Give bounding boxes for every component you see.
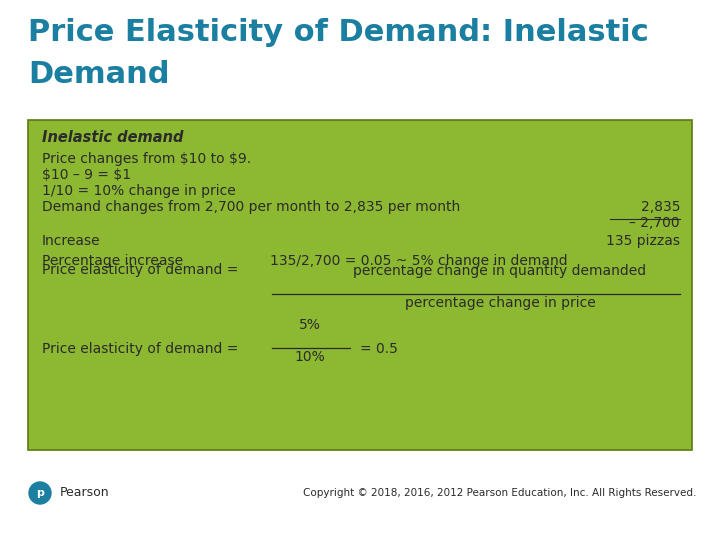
- Text: Copyright © 2018, 2016, 2012 Pearson Education, Inc. All Rights Reserved.: Copyright © 2018, 2016, 2012 Pearson Edu…: [302, 488, 696, 498]
- Text: 5%: 5%: [299, 318, 321, 332]
- Text: 135 pizzas: 135 pizzas: [606, 234, 680, 248]
- Text: Price changes from \$10 to \$9.: Price changes from \$10 to \$9.: [42, 152, 251, 166]
- Text: Pearson: Pearson: [60, 487, 109, 500]
- Text: 10%: 10%: [294, 350, 325, 364]
- Text: Price Elasticity of Demand: Inelastic: Price Elasticity of Demand: Inelastic: [28, 18, 649, 47]
- Text: Percentage increase: Percentage increase: [42, 254, 183, 268]
- Circle shape: [29, 482, 51, 504]
- Text: p: p: [36, 488, 44, 498]
- Text: Price elasticity of demand =: Price elasticity of demand =: [42, 342, 243, 356]
- Text: percentage change in price: percentage change in price: [405, 296, 595, 310]
- Text: \$10 – 9 = \$1: \$10 – 9 = \$1: [42, 168, 131, 182]
- Text: Demand changes from 2,700 per month to 2,835 per month: Demand changes from 2,700 per month to 2…: [42, 200, 460, 214]
- Text: 2,835: 2,835: [641, 200, 680, 214]
- FancyBboxPatch shape: [28, 120, 692, 450]
- Text: Demand: Demand: [28, 60, 169, 89]
- Text: = 0.5: = 0.5: [360, 342, 398, 356]
- Text: 1/10 = 10% change in price: 1/10 = 10% change in price: [42, 184, 235, 198]
- Text: Price elasticity of demand =: Price elasticity of demand =: [42, 263, 243, 277]
- Text: 135/2,700 = 0.05 ~ 5% change in demand: 135/2,700 = 0.05 ~ 5% change in demand: [270, 254, 567, 268]
- Text: percentage change in quantity demanded: percentage change in quantity demanded: [354, 264, 647, 278]
- Text: – 2,700: – 2,700: [629, 216, 680, 230]
- Text: Inelastic demand: Inelastic demand: [42, 130, 184, 145]
- Text: Increase: Increase: [42, 234, 101, 248]
